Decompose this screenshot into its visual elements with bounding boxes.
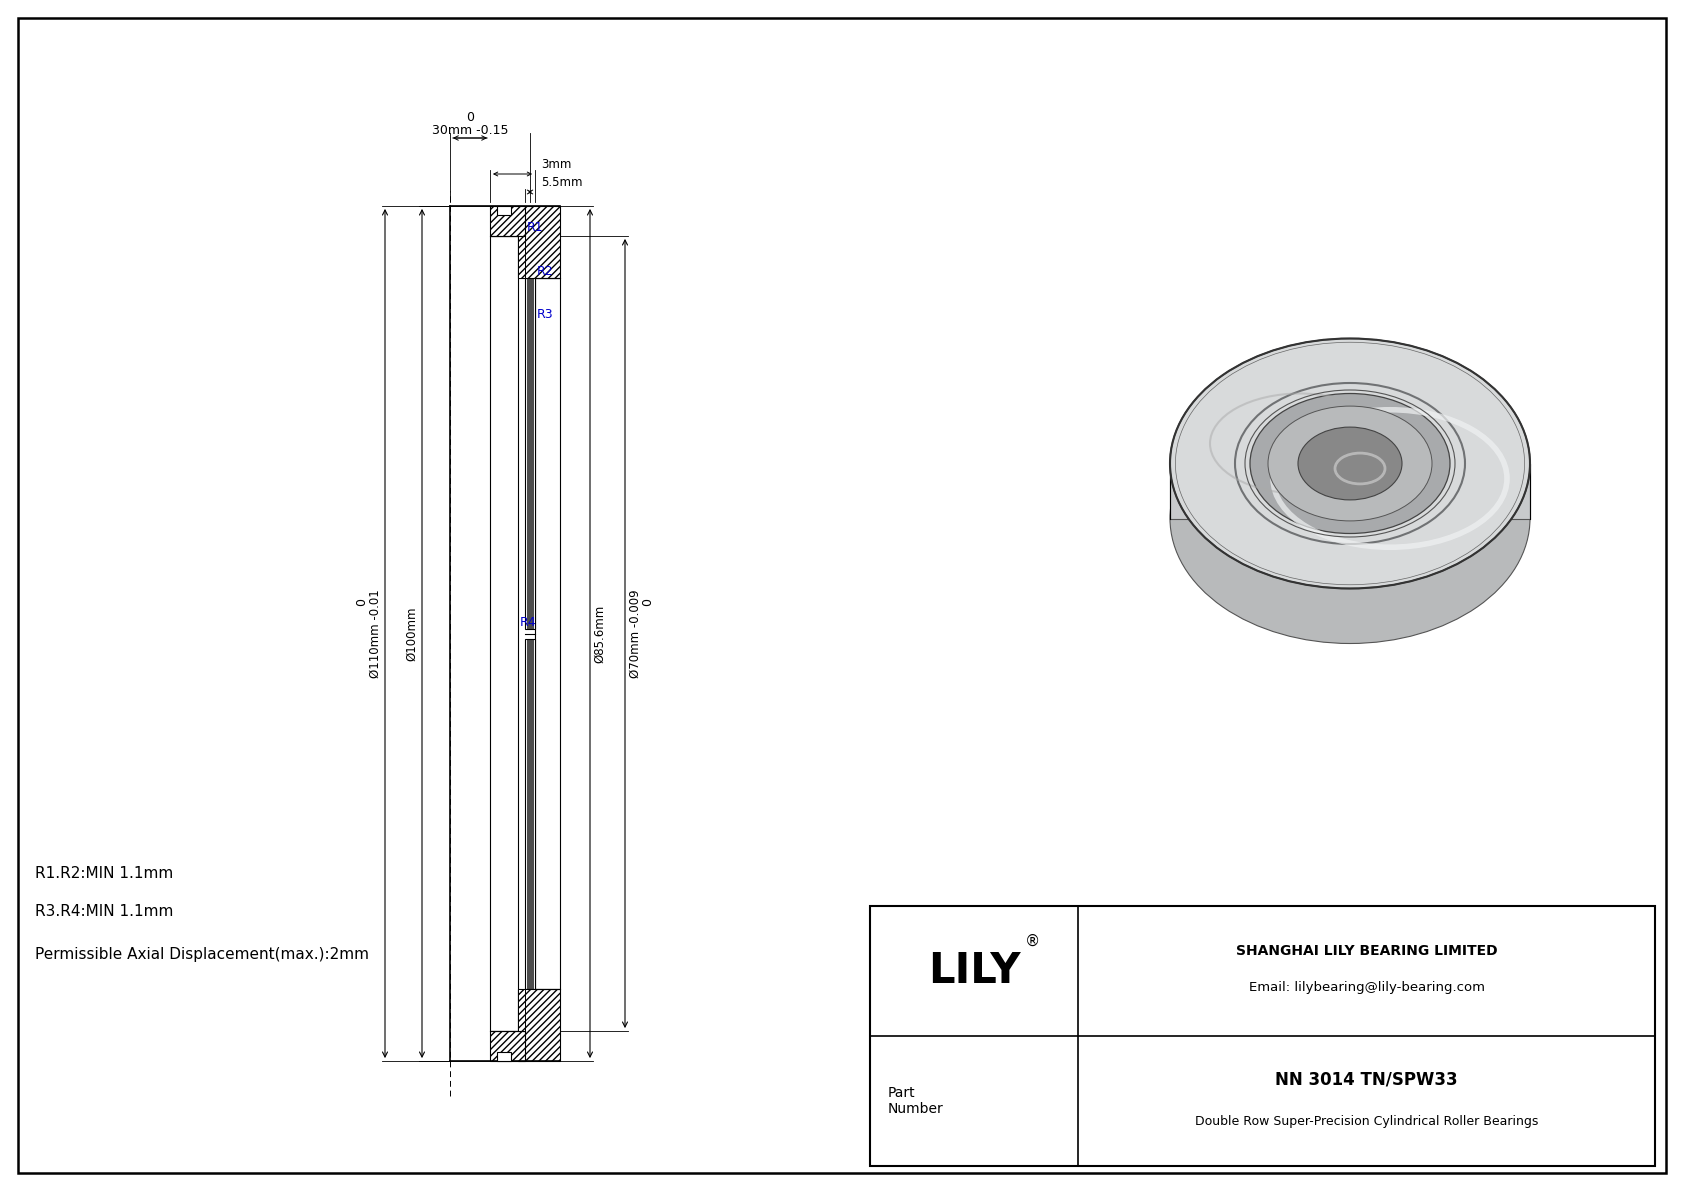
Polygon shape xyxy=(490,1031,525,1061)
Text: 5.5mm: 5.5mm xyxy=(541,176,583,189)
Text: SHANGHAI LILY BEARING LIMITED: SHANGHAI LILY BEARING LIMITED xyxy=(1236,944,1497,958)
Text: R3: R3 xyxy=(537,308,554,322)
Text: Ø85.6mm: Ø85.6mm xyxy=(593,604,606,662)
Polygon shape xyxy=(525,278,536,629)
Polygon shape xyxy=(525,638,536,989)
Text: 3mm: 3mm xyxy=(541,158,571,172)
Text: Ø110mm -0.01: Ø110mm -0.01 xyxy=(369,590,382,678)
Polygon shape xyxy=(497,206,510,216)
Ellipse shape xyxy=(1170,338,1531,588)
Ellipse shape xyxy=(1250,449,1450,588)
Text: 0: 0 xyxy=(466,111,473,124)
Polygon shape xyxy=(1250,463,1450,518)
Polygon shape xyxy=(519,206,561,278)
Polygon shape xyxy=(490,236,519,1031)
Text: Ø100mm: Ø100mm xyxy=(406,606,419,661)
Ellipse shape xyxy=(1170,393,1531,643)
Ellipse shape xyxy=(1250,393,1450,534)
Polygon shape xyxy=(519,989,525,1031)
Text: Double Row Super-Precision Cylindrical Roller Bearings: Double Row Super-Precision Cylindrical R… xyxy=(1196,1115,1537,1128)
Text: R3.R4:MIN 1.1mm: R3.R4:MIN 1.1mm xyxy=(35,904,173,918)
Text: ®: ® xyxy=(1024,934,1039,948)
Ellipse shape xyxy=(1268,406,1431,520)
Text: Email: lilybearing@lily-bearing.com: Email: lilybearing@lily-bearing.com xyxy=(1248,980,1485,993)
Polygon shape xyxy=(1170,463,1531,518)
Text: 0: 0 xyxy=(355,598,369,605)
Polygon shape xyxy=(536,278,561,989)
Text: Permissible Axial Displacement(max.):2mm: Permissible Axial Displacement(max.):2mm xyxy=(35,948,369,962)
Text: R2: R2 xyxy=(537,266,554,278)
Polygon shape xyxy=(519,989,561,1061)
Polygon shape xyxy=(490,206,525,236)
Ellipse shape xyxy=(1298,428,1403,500)
Text: Ø70mm -0.009: Ø70mm -0.009 xyxy=(628,590,642,678)
Text: R1.R2:MIN 1.1mm: R1.R2:MIN 1.1mm xyxy=(35,866,173,880)
Polygon shape xyxy=(871,906,1655,1166)
Polygon shape xyxy=(497,1052,510,1061)
Text: Part
Number: Part Number xyxy=(887,1086,943,1116)
Text: LILY: LILY xyxy=(928,950,1021,992)
Text: R1: R1 xyxy=(527,222,544,233)
Text: R4: R4 xyxy=(520,616,537,629)
Text: NN 3014 TN/SPW33: NN 3014 TN/SPW33 xyxy=(1275,1070,1458,1089)
Polygon shape xyxy=(519,236,525,278)
Text: 30mm -0.15: 30mm -0.15 xyxy=(431,124,509,137)
Text: 0: 0 xyxy=(642,598,655,605)
